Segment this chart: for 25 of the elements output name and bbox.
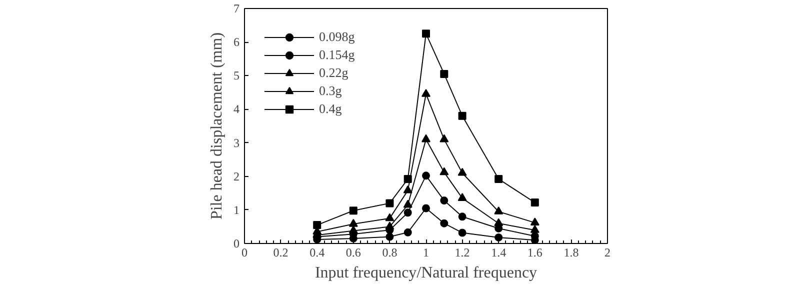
legend-label: 0.4g bbox=[319, 100, 342, 118]
x-tick-label: 1 bbox=[423, 246, 429, 260]
x-tick-label: 0.2 bbox=[273, 246, 288, 260]
y-tick-label: 6 bbox=[234, 35, 240, 50]
y-tick-label: 4 bbox=[234, 102, 240, 116]
y-axis-title: Pile head displacement (mm) bbox=[208, 32, 226, 220]
x-tick-label: 0.6 bbox=[346, 246, 361, 260]
legend-label: 0.22g bbox=[319, 64, 348, 82]
x-tick-label: 0.8 bbox=[382, 246, 398, 260]
legend-label: 0.154g bbox=[319, 46, 355, 64]
y-tick-label: 1 bbox=[234, 202, 240, 217]
x-tick-label: 0.4 bbox=[310, 246, 325, 260]
x-tick-label: 1.4 bbox=[491, 246, 506, 260]
y-tick-label: 0 bbox=[234, 236, 240, 250]
legend-label: 0.098g bbox=[319, 28, 355, 46]
y-tick-label: 2 bbox=[234, 169, 240, 184]
y-tick-label: 7 bbox=[234, 2, 240, 16]
y-tick-label: 5 bbox=[234, 68, 240, 83]
x-axis-title: Input frequency/Natural frequency bbox=[314, 264, 538, 282]
y-tick-label: 3 bbox=[234, 136, 240, 150]
legend-label: 0.3g bbox=[319, 82, 342, 100]
x-tick-label: 1.6 bbox=[527, 246, 542, 260]
x-tick-label: 1.8 bbox=[564, 246, 579, 260]
x-tick-label: 1.2 bbox=[454, 246, 470, 260]
x-tick-label: 2 bbox=[604, 246, 610, 260]
